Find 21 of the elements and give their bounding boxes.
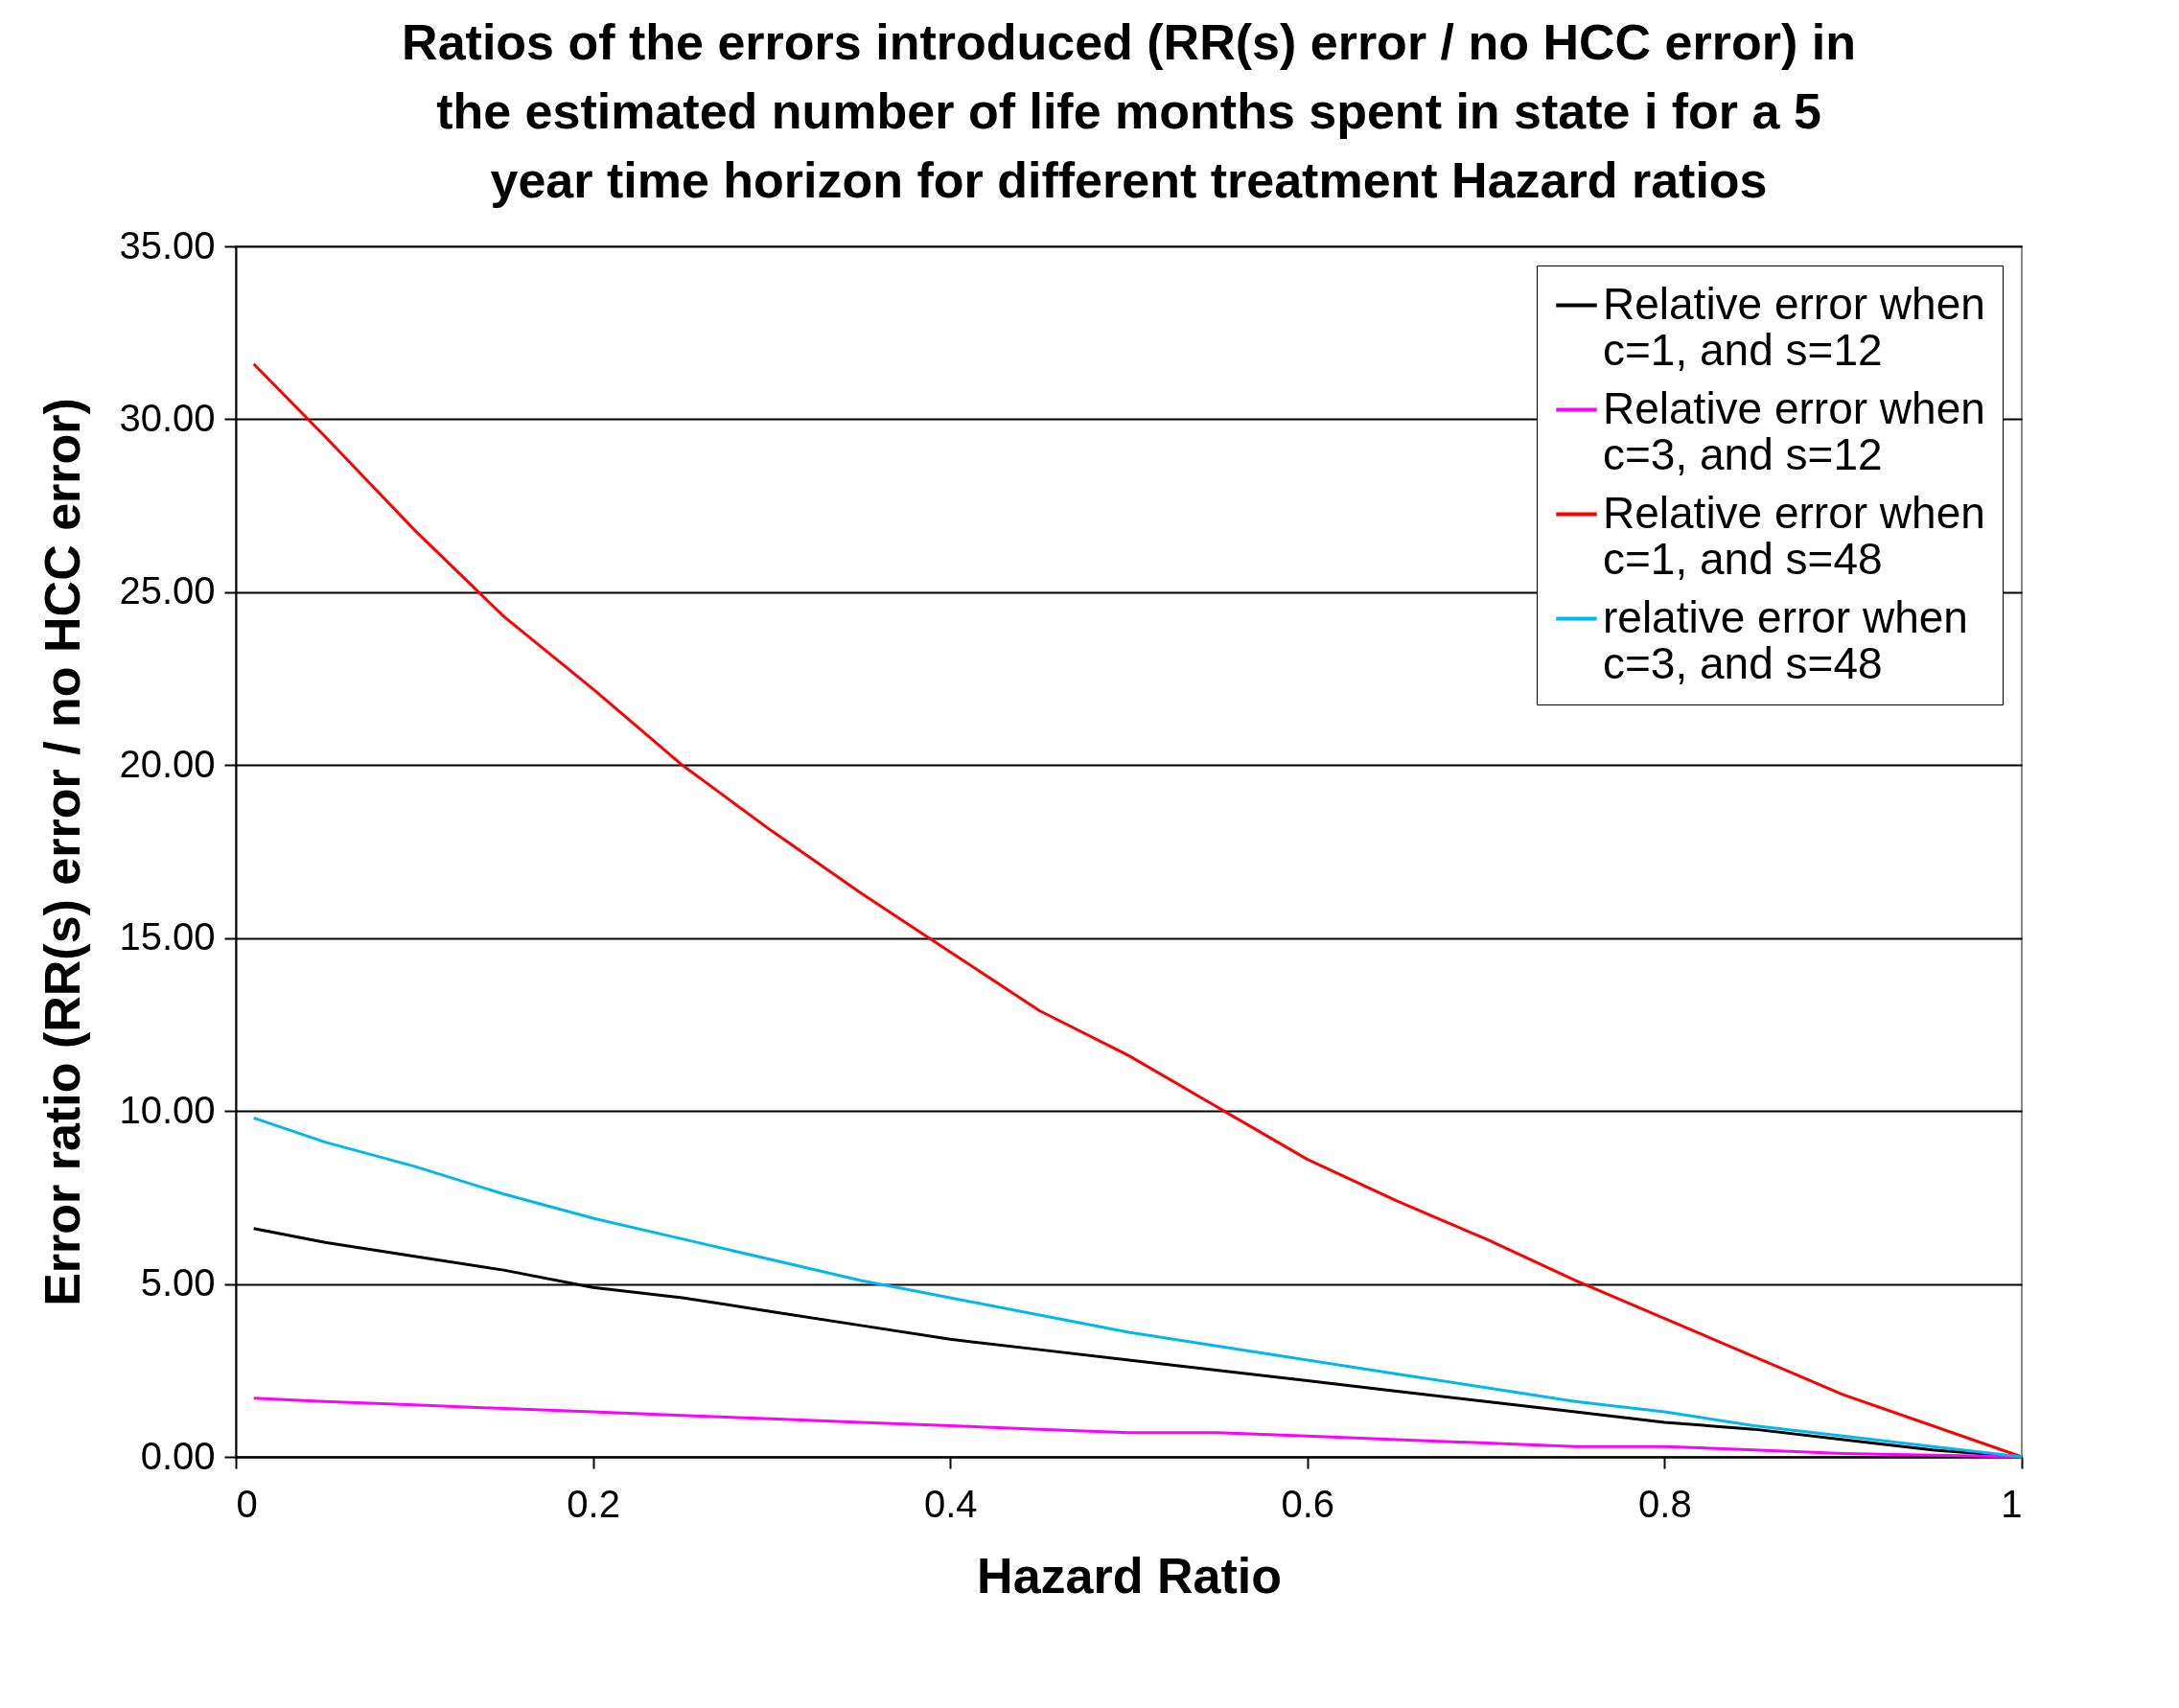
x-tick-label: 0.2	[567, 1482, 620, 1525]
chart-title: Ratios of the errors introduced (RR(s) error / no HCC error) in the estimated number of life months spent in state i for a 5 year time horizon for different treatment Hazard ratios	[402, 14, 1856, 208]
legend-label: Relative error when c=1, and s=12	[1603, 278, 1985, 375]
y-tick-label: 10.00	[119, 1088, 216, 1131]
y-tick-label: 30.00	[119, 396, 216, 439]
x-tick-label: 0.4	[923, 1482, 978, 1525]
x-tick-label: 0.8	[1638, 1482, 1692, 1525]
y-tick-label: 35.00	[119, 223, 216, 266]
x-axis-title: Hazard Ratio	[977, 1547, 1282, 1604]
y-tick-label: 25.00	[119, 569, 216, 612]
legend-label: Relative error when c=3, and s=12	[1603, 382, 1985, 479]
y-tick-label: 0.00	[140, 1434, 216, 1477]
x-tick-label: 0.6	[1281, 1482, 1335, 1525]
y-axis-title: Error ratio (RR(s) error / no HCC error)	[35, 398, 91, 1306]
x-tick-label: 0	[236, 1482, 258, 1525]
y-tick-label: 15.00	[119, 915, 216, 958]
y-tick-label: 20.00	[119, 742, 216, 785]
legend-label: relative error when c=3, and s=48	[1603, 591, 1968, 688]
x-tick-label: 1	[2001, 1482, 2023, 1525]
y-tick-label: 5.00	[140, 1261, 216, 1304]
legend-label: Relative error when c=1, and s=48	[1603, 487, 1985, 584]
